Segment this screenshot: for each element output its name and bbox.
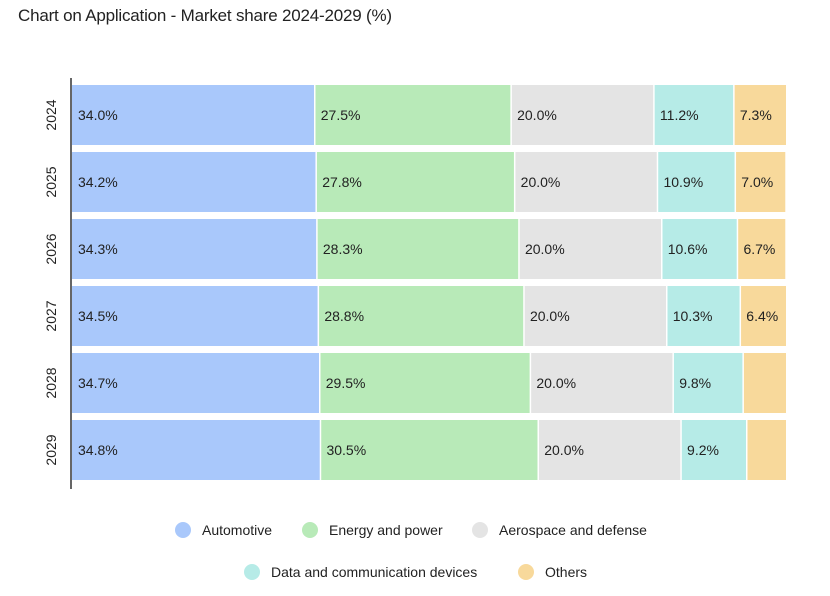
data-label: 9.8% bbox=[679, 375, 711, 391]
bar-segment bbox=[314, 85, 512, 145]
data-label: 10.3% bbox=[673, 308, 713, 324]
bar-segment bbox=[316, 152, 515, 212]
legend-entry: Others bbox=[545, 564, 587, 580]
data-label: 9.2% bbox=[687, 442, 719, 458]
bar-segment bbox=[511, 85, 654, 145]
bar-segment bbox=[319, 353, 531, 413]
bar-segment bbox=[740, 286, 786, 346]
data-label: 7.0% bbox=[741, 174, 773, 190]
bar-segment bbox=[320, 420, 539, 480]
data-label: 6.4% bbox=[746, 308, 778, 324]
category-tick-label: 2025 bbox=[43, 166, 59, 197]
data-label: 6.7% bbox=[743, 241, 775, 257]
category-tick-label: 2024 bbox=[43, 99, 59, 130]
category-tick-label: 2026 bbox=[43, 233, 59, 264]
data-label: 34.3% bbox=[78, 241, 118, 257]
legend-swatch bbox=[175, 522, 191, 538]
legend-entry: Aerospace and defense bbox=[499, 522, 647, 538]
category-tick-label: 2027 bbox=[43, 300, 59, 331]
bar-segment bbox=[514, 152, 658, 212]
data-label: 34.8% bbox=[78, 442, 118, 458]
bar-segment bbox=[72, 420, 321, 480]
data-label: 20.0% bbox=[544, 442, 584, 458]
chart-title: Chart on Application - Market share 2024… bbox=[18, 6, 392, 25]
data-label: 34.5% bbox=[78, 308, 118, 324]
data-label: 11.2% bbox=[660, 107, 699, 123]
legend-entry: Energy and power bbox=[329, 522, 443, 538]
legend-swatch bbox=[244, 564, 260, 580]
bar-segment bbox=[538, 420, 682, 480]
legend-entry: Automotive bbox=[202, 522, 272, 538]
data-label: 28.3% bbox=[323, 241, 363, 257]
bar-segment bbox=[318, 286, 524, 346]
bar-segment bbox=[661, 219, 738, 279]
data-label: 20.0% bbox=[530, 308, 570, 324]
data-label: 10.6% bbox=[668, 241, 708, 257]
legend-swatch bbox=[302, 522, 318, 538]
bar-segment bbox=[673, 353, 744, 413]
bar-segment bbox=[737, 219, 786, 279]
data-label: 20.0% bbox=[521, 174, 561, 190]
data-label: 29.5% bbox=[326, 375, 366, 391]
bar-segment bbox=[653, 85, 734, 145]
data-label: 20.0% bbox=[536, 375, 576, 391]
bar-segment bbox=[72, 219, 317, 279]
data-label: 27.5% bbox=[321, 107, 361, 123]
bar-segment bbox=[743, 353, 786, 413]
legend-entry: Data and communication devices bbox=[271, 564, 477, 580]
data-label: 27.8% bbox=[322, 174, 362, 190]
bar-segment bbox=[72, 286, 319, 346]
bar-segment bbox=[72, 353, 320, 413]
bar-segment bbox=[530, 353, 674, 413]
legend-swatch bbox=[518, 564, 534, 580]
data-label: 34.7% bbox=[78, 375, 118, 391]
data-label: 20.0% bbox=[525, 241, 565, 257]
data-label: 10.9% bbox=[663, 174, 703, 190]
bar-segment bbox=[72, 152, 317, 212]
bar-segment bbox=[735, 152, 786, 212]
data-label: 30.5% bbox=[326, 442, 366, 458]
bar-segment bbox=[316, 219, 519, 279]
data-label: 7.3% bbox=[740, 107, 772, 123]
bar-segment bbox=[518, 219, 662, 279]
bar-segment bbox=[746, 420, 786, 480]
bar-segment bbox=[657, 152, 736, 212]
bar-segment bbox=[72, 85, 315, 145]
data-label: 20.0% bbox=[517, 107, 557, 123]
bar-segment bbox=[733, 85, 786, 145]
data-label: 34.0% bbox=[78, 107, 118, 123]
data-label: 28.8% bbox=[324, 308, 364, 324]
legend-swatch bbox=[472, 522, 488, 538]
data-label: 34.2% bbox=[78, 174, 118, 190]
category-tick-label: 2028 bbox=[43, 367, 59, 398]
bar-segment bbox=[666, 286, 741, 346]
category-tick-label: 2029 bbox=[43, 434, 59, 465]
bar-segment bbox=[523, 286, 667, 346]
bar-segment bbox=[681, 420, 747, 480]
